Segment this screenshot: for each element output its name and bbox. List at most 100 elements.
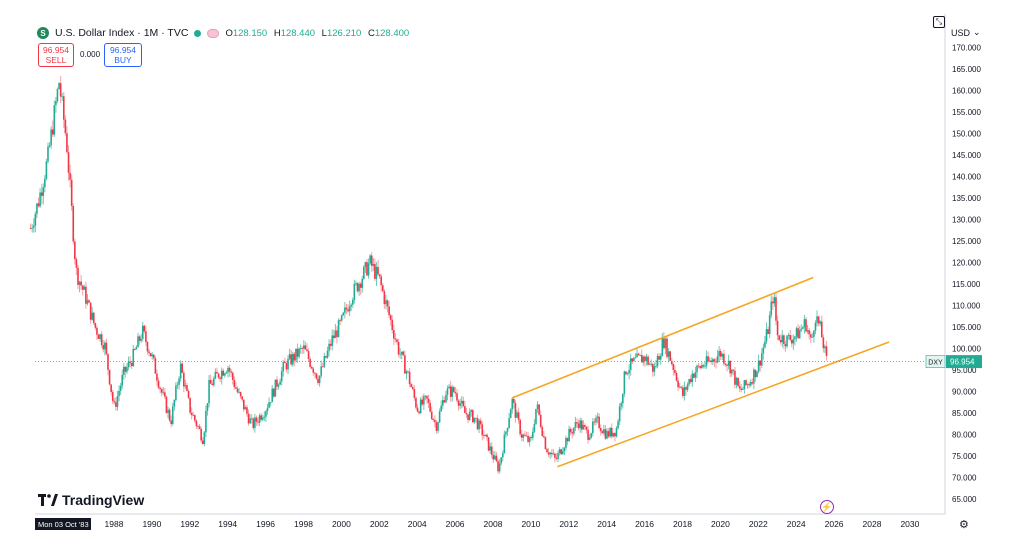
candle-body	[96, 327, 98, 335]
candle-body	[740, 388, 743, 390]
candle-body	[653, 366, 656, 372]
buy-button[interactable]: 96.954 BUY	[104, 43, 142, 67]
candle-body	[182, 372, 185, 387]
x-tick-label: 2020	[711, 519, 730, 529]
candle-body	[47, 146, 49, 162]
x-tick-label: 2006	[446, 519, 465, 529]
candle-body	[819, 321, 822, 324]
candle-body	[802, 327, 804, 329]
chevron-down-icon[interactable]: ⌄	[973, 27, 981, 37]
candle-body	[677, 380, 679, 388]
candle-body	[367, 263, 370, 276]
candle-body	[375, 266, 378, 279]
candle-body	[224, 373, 226, 376]
candle-body	[148, 351, 150, 354]
candle-body	[760, 353, 763, 366]
candle-body	[743, 380, 746, 390]
y-tick-label: 145.000	[952, 151, 981, 160]
candle-body	[50, 129, 52, 146]
candle-body	[737, 377, 739, 387]
candle-body	[565, 438, 567, 448]
candle-body	[173, 399, 176, 407]
candle-body	[808, 330, 810, 335]
candle-body	[573, 427, 575, 434]
candle-body	[694, 372, 697, 378]
last-price-label-box[interactable]	[946, 355, 982, 369]
candle-body	[378, 274, 381, 277]
y-tick-label: 70.000	[952, 474, 977, 483]
ohlc-close-key: C	[367, 27, 375, 39]
candle-body	[201, 440, 204, 444]
candle-body	[405, 371, 408, 374]
candle-body	[287, 358, 289, 370]
candle-body	[321, 366, 324, 368]
candle-body	[800, 328, 803, 331]
lightning-icon[interactable]: ⚡	[820, 500, 834, 514]
price-axis[interactable]	[945, 0, 1025, 553]
candle-body	[792, 339, 795, 344]
candle-body	[543, 436, 545, 438]
candle-body	[59, 83, 62, 97]
data-status-icon[interactable]	[207, 28, 220, 38]
candle-body	[576, 422, 578, 424]
candle-body	[500, 457, 503, 464]
candle-body	[56, 88, 59, 101]
tradingview-logo[interactable]: TradingView	[38, 492, 144, 508]
candle-body	[530, 437, 533, 438]
ohlc-open-value: 128.150	[232, 27, 268, 39]
candle-body	[53, 105, 56, 135]
candle-body	[122, 366, 125, 375]
candle-body	[383, 291, 386, 305]
candle-body	[268, 402, 270, 408]
candle-body	[410, 384, 412, 388]
channel-lower-line[interactable]	[557, 341, 890, 468]
candle-body	[426, 395, 428, 399]
candle-body	[683, 387, 686, 396]
candle-body	[315, 373, 318, 379]
candle-body	[301, 348, 304, 349]
candle-body	[453, 387, 455, 393]
channel-upper-line[interactable]	[511, 276, 814, 399]
candle-body	[132, 348, 135, 366]
candle-body	[475, 417, 477, 419]
candle-body	[601, 431, 604, 434]
candle-body	[437, 422, 439, 431]
market-status-icon[interactable]	[194, 29, 202, 37]
candle-body	[626, 373, 629, 375]
ohlc-readout: O128.150 H128.440 L126.210 C128.400	[225, 28, 413, 39]
candle-body	[704, 365, 706, 367]
candle-body	[599, 428, 602, 432]
candle-body	[39, 192, 41, 207]
candle-body	[528, 437, 531, 442]
candle-body	[393, 329, 395, 339]
symbol-label-box	[925, 355, 946, 368]
candle-body	[213, 378, 215, 386]
candle-body	[355, 283, 357, 284]
candle-body	[494, 455, 496, 460]
candle-body	[225, 372, 228, 374]
candle-body	[156, 373, 158, 381]
expand-icon[interactable]: ⤡	[933, 16, 945, 28]
candle-body	[742, 389, 744, 390]
candle-body	[92, 312, 95, 324]
candle-body	[238, 392, 240, 393]
y-tick-label: 150.000	[952, 130, 981, 139]
candle-body	[588, 437, 591, 440]
candle-body	[667, 351, 670, 357]
candle-body	[685, 387, 687, 390]
sell-button[interactable]: 96.954 SELL	[38, 43, 74, 67]
candle-body	[138, 336, 141, 341]
candle-body	[276, 379, 278, 387]
candle-body	[167, 409, 169, 413]
symbol-title[interactable]: U.S. Dollar Index · 1M · TVC	[55, 27, 189, 39]
candle-body	[325, 356, 327, 358]
gear-icon[interactable]: ⚙	[959, 519, 969, 531]
candle-body	[824, 346, 826, 349]
currency-selector[interactable]: USD	[951, 28, 971, 38]
candle-body	[197, 426, 199, 427]
candle-body	[772, 301, 774, 304]
candle-body	[697, 365, 700, 367]
candle-body	[650, 363, 653, 365]
